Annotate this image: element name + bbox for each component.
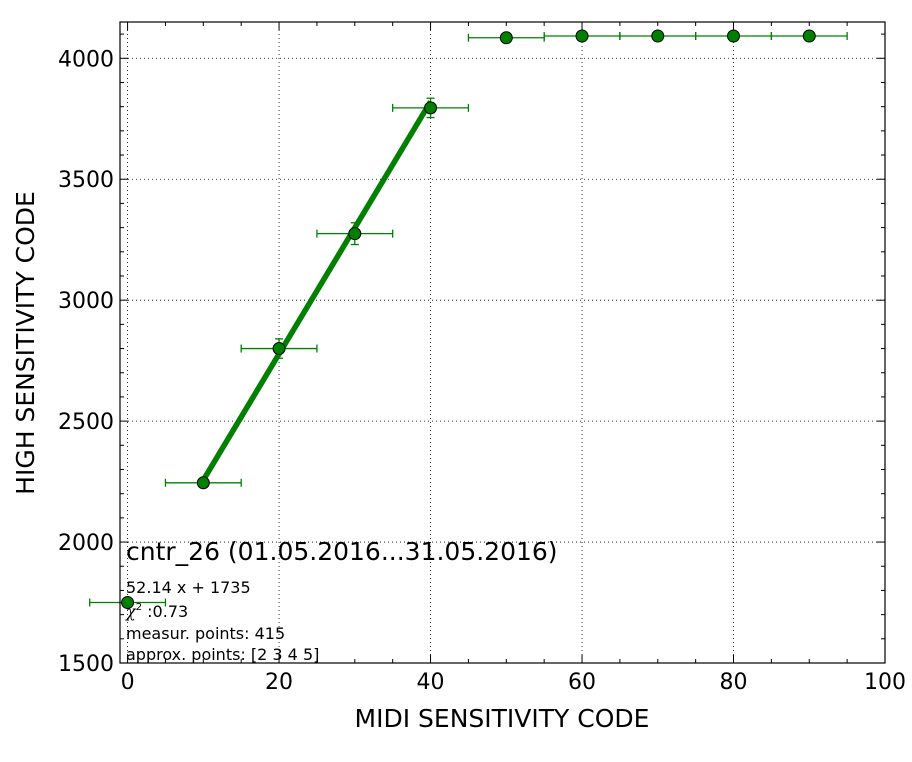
y-tick-label: 1500 — [58, 652, 114, 677]
x-tick-labels: 0 20 40 60 80 100 — [121, 670, 906, 695]
chi-symbol: χ — [125, 602, 137, 621]
fit-equation-label: 52.14 x + 1735 — [126, 578, 251, 597]
data-point — [121, 596, 135, 610]
x-tick-label: 100 — [864, 670, 906, 695]
measured-points-label: measur. points: 415 — [126, 624, 285, 643]
data-point — [802, 29, 816, 43]
data-point — [651, 29, 665, 43]
x-tick-label: 0 — [121, 670, 135, 695]
x-tick-label: 20 — [265, 670, 293, 695]
chi-value: :0.73 — [142, 602, 188, 621]
fit-line-layer — [200, 100, 433, 482]
y-tick-label: 3000 — [58, 289, 114, 314]
data-point — [272, 342, 286, 356]
data-points — [121, 29, 816, 610]
chi-exponent: 2 — [136, 602, 142, 613]
data-point — [727, 29, 741, 43]
y-tick-labels: 1500 2000 2500 3000 3500 4000 — [58, 47, 114, 677]
y-axis-label: HIGH SENSITIVITY CODE — [11, 191, 40, 495]
data-point — [196, 476, 210, 490]
y-tick-label: 3500 — [58, 168, 114, 193]
ticks — [120, 22, 886, 664]
chart-title: cntr_26 (01.05.2016...31.05.2016) — [126, 537, 558, 566]
data-point — [575, 29, 589, 43]
y-tick-label: 2500 — [58, 410, 114, 435]
chi-squared-label: χ2 :0.73 — [125, 602, 188, 621]
x-tick-label: 80 — [720, 670, 748, 695]
x-axis-label: MIDI SENSITIVITY CODE — [355, 704, 650, 733]
x-tick-label: 60 — [568, 670, 596, 695]
x-tick-label: 40 — [417, 670, 445, 695]
y-tick-label: 2000 — [58, 531, 114, 556]
fit-line — [200, 100, 433, 482]
y-tick-label: 4000 — [58, 47, 114, 72]
plot-frame — [119, 21, 886, 664]
data-point — [424, 101, 438, 115]
approx-points-label: approx. points: [2 3 4 5] — [126, 645, 319, 664]
data-point — [499, 31, 513, 45]
data-point — [348, 227, 362, 241]
